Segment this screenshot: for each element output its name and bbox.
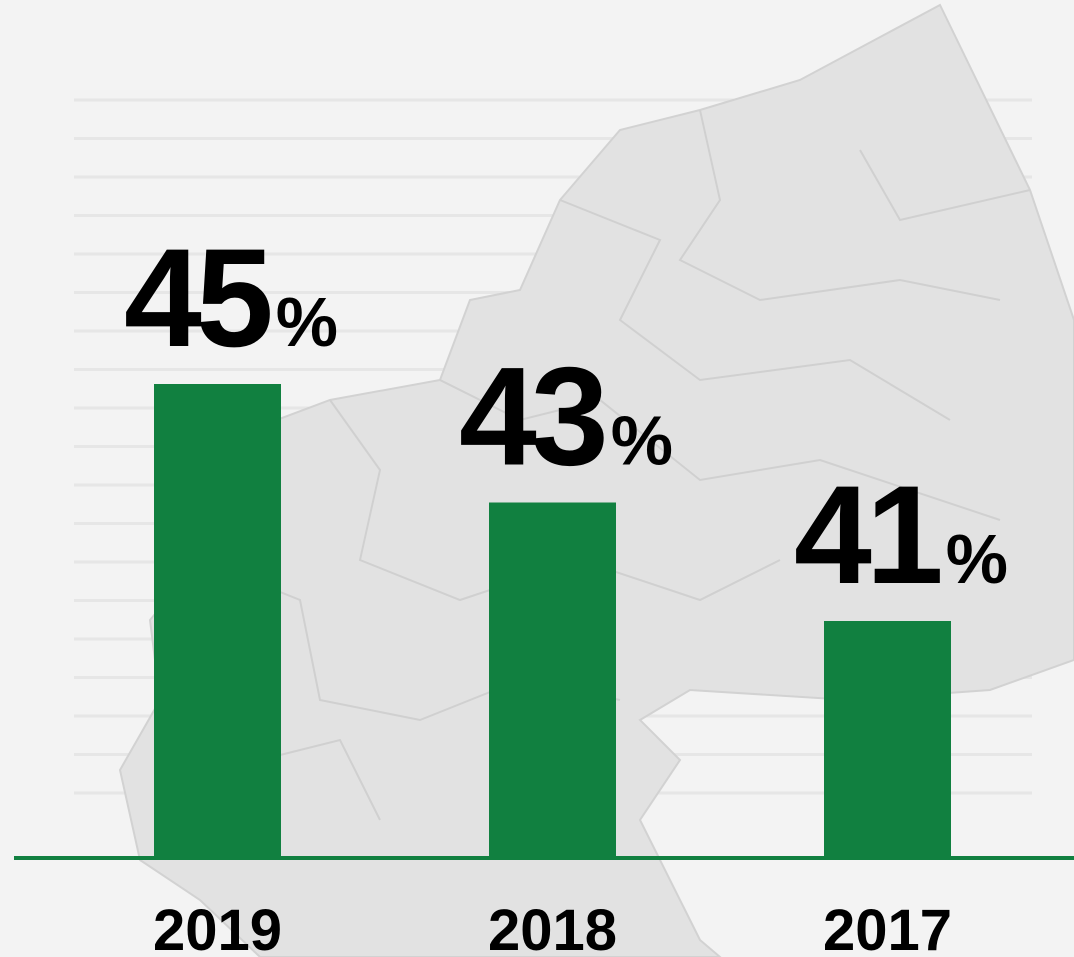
bar — [154, 384, 281, 858]
bar — [489, 502, 616, 858]
bar — [824, 621, 951, 858]
value-label: 41% — [794, 456, 1008, 613]
map-borders — [159, 109, 1031, 821]
value-label: 43% — [459, 338, 673, 495]
x-tick-label: 2017 — [823, 898, 952, 957]
x-tick-label: 2018 — [488, 898, 617, 957]
x-tick-label: 2019 — [153, 898, 282, 957]
value-label: 45% — [124, 219, 338, 376]
